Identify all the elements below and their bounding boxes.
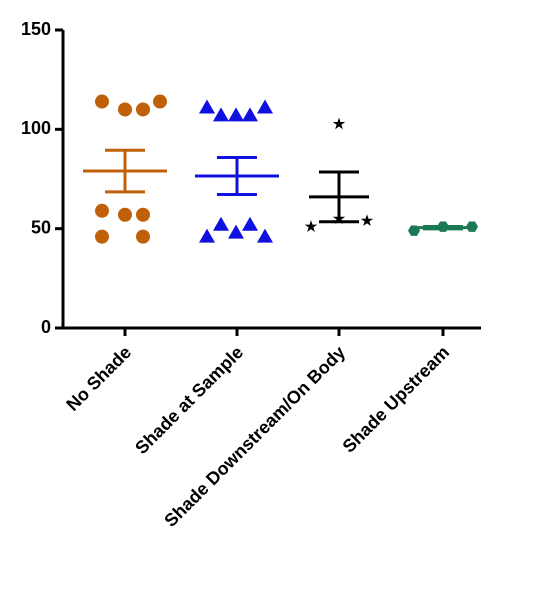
y-tick-label: 100: [21, 118, 51, 138]
y-tick-label: 0: [41, 317, 51, 337]
data-point: [242, 107, 258, 122]
data-point: [95, 203, 109, 218]
data-point: [228, 224, 244, 239]
data-point: [257, 99, 273, 114]
error-bar: [319, 170, 359, 224]
data-point: [213, 216, 229, 231]
data-point: [136, 229, 150, 244]
data-point: [199, 228, 215, 243]
data-point: [136, 102, 150, 117]
data-point: [95, 229, 109, 244]
data-point: [118, 102, 132, 117]
data-point: [242, 216, 258, 231]
data-point: [95, 94, 109, 109]
data-point: [213, 107, 229, 122]
data-point: [360, 214, 374, 226]
data-point: [118, 207, 132, 222]
data-point: [257, 228, 273, 243]
y-tick-label: 50: [31, 217, 51, 237]
data-point: [153, 94, 167, 109]
error-bar: [423, 224, 463, 231]
data-point: [304, 220, 318, 232]
data-point: [466, 221, 478, 232]
data-point: [136, 207, 150, 222]
x-tick-label: Shade Upstream: [339, 342, 454, 457]
y-tick-label: 150: [21, 19, 51, 39]
x-tick-label: Shade Downstream/On Body: [160, 342, 349, 531]
x-tick-label: No Shade: [62, 342, 135, 415]
data-point: [332, 117, 346, 130]
x-tick-label: Shade at Sample: [131, 342, 247, 458]
error-bar: [217, 156, 257, 196]
data-point: [199, 99, 215, 114]
data-point: [228, 107, 244, 122]
error-bar: [105, 148, 145, 194]
